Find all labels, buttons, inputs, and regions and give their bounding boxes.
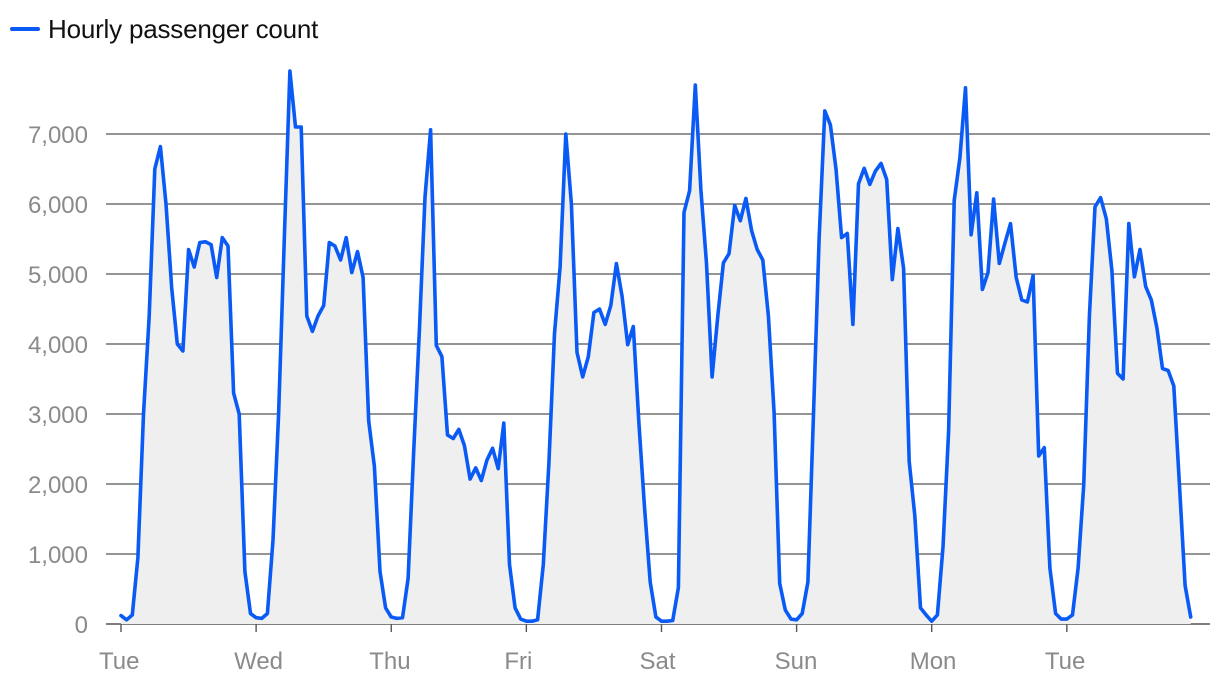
x-tick-label: Fri xyxy=(504,648,532,675)
x-tick-label: Mon xyxy=(910,648,957,675)
y-tick-label: 3,000 xyxy=(28,402,88,429)
y-tick-label: 2,000 xyxy=(28,472,88,499)
y-axis-tick-labels: 0 1,000 2,000 3,000 4,000 5,000 6,000 7,000 xyxy=(28,122,88,639)
x-tick-label: Sun xyxy=(775,648,818,675)
y-tick-label: 6,000 xyxy=(28,192,88,219)
legend-label: Hourly passenger count xyxy=(48,13,319,44)
x-tick-label: Tue xyxy=(99,648,139,675)
y-tick-label: 4,000 xyxy=(28,332,88,359)
x-tick-label: Thu xyxy=(369,648,410,675)
chart-legend: Hourly passenger count xyxy=(10,12,318,46)
series-line xyxy=(119,69,1193,623)
y-tick-label: 1,000 xyxy=(28,542,88,569)
legend-swatch xyxy=(10,27,40,31)
x-tick-label: Sat xyxy=(639,648,675,675)
y-tick-label: 7,000 xyxy=(28,122,88,149)
x-axis: Tue Wed Thu Fri Sat Sun Mon Tue xyxy=(99,624,1085,675)
series-area-fill xyxy=(121,71,1191,624)
x-tick-label: Tue xyxy=(1045,648,1085,675)
y-tick-label: 0 xyxy=(75,612,88,639)
x-tick-label: Wed xyxy=(234,648,283,675)
y-tick-label: 5,000 xyxy=(28,262,88,289)
